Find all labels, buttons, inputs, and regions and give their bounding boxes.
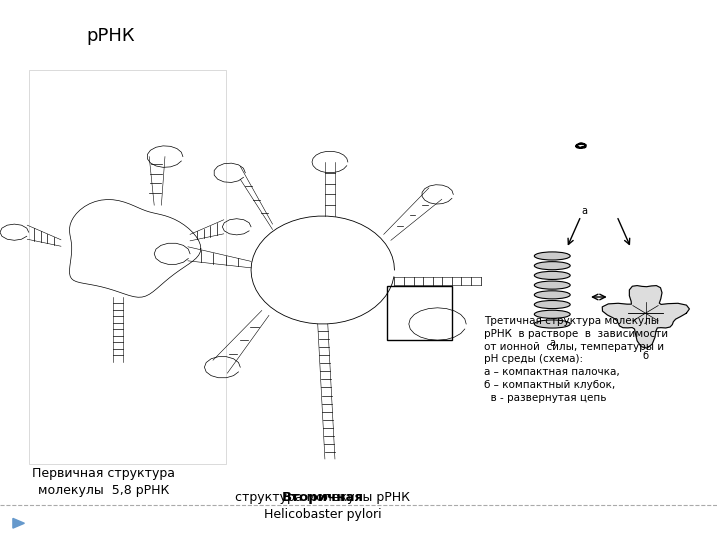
Text: Вторичная: Вторичная — [282, 491, 364, 504]
Text: рРНК: рРНК — [86, 27, 135, 45]
Ellipse shape — [534, 300, 570, 309]
Text: Третичная структура молекулы
рРНК  в растворе  в  зависимости
от ионной  силы, т: Третичная структура молекулы рРНК в раст… — [484, 316, 668, 403]
Ellipse shape — [534, 271, 570, 280]
Polygon shape — [13, 518, 24, 528]
Ellipse shape — [534, 291, 570, 299]
Ellipse shape — [534, 320, 570, 328]
FancyBboxPatch shape — [29, 70, 226, 464]
Text: б: б — [642, 351, 649, 361]
Ellipse shape — [534, 252, 570, 260]
Ellipse shape — [534, 310, 570, 318]
Bar — [387, 286, 452, 340]
Text: а: а — [582, 206, 588, 215]
Text: а: а — [549, 338, 555, 348]
Text: Первичная структура
молекулы  5,8 рРНК: Первичная структура молекулы 5,8 рРНК — [32, 467, 176, 497]
Text: структура молекулы рРНК
Helicobaster pylori: структура молекулы рРНК Helicobaster pyl… — [235, 491, 410, 522]
Ellipse shape — [534, 281, 570, 289]
Polygon shape — [602, 286, 689, 348]
Ellipse shape — [534, 261, 570, 270]
